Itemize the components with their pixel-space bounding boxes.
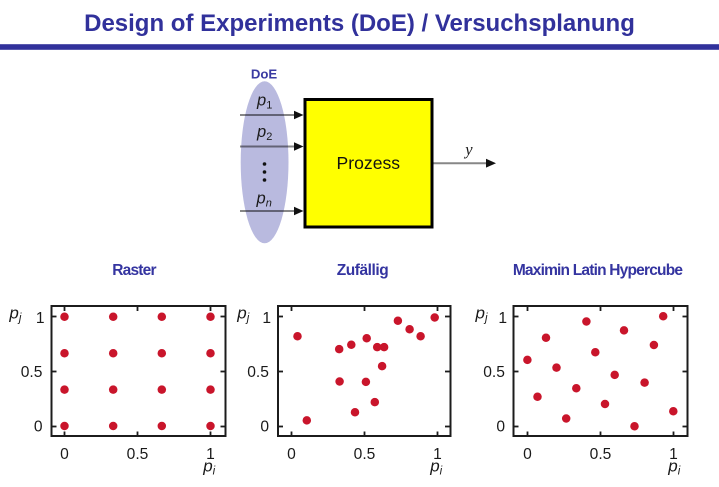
- svg-text:pi: pi: [429, 457, 442, 478]
- svg-text:y: y: [463, 140, 473, 159]
- svg-text:pi: pi: [667, 457, 680, 478]
- svg-text:0.5: 0.5: [590, 446, 612, 463]
- svg-text:0: 0: [60, 446, 69, 463]
- svg-text:1: 1: [206, 446, 215, 463]
- svg-text:0: 0: [496, 419, 505, 436]
- svg-text:1: 1: [498, 310, 507, 327]
- svg-text:0.5: 0.5: [21, 364, 43, 381]
- svg-text:pj: pj: [8, 304, 21, 325]
- svg-text:1: 1: [669, 446, 678, 463]
- svg-text:Prozess: Prozess: [337, 153, 401, 173]
- svg-text:Zufällig: Zufällig: [337, 262, 389, 279]
- svg-text:1: 1: [262, 310, 271, 327]
- svg-text:DoE: DoE: [251, 67, 278, 82]
- svg-text:0: 0: [260, 419, 269, 436]
- svg-text:Design of Experiments (DoE) /: Design of Experiments (DoE) / Versuchspl…: [84, 10, 635, 37]
- svg-text:pj: pj: [475, 304, 488, 325]
- svg-text:0.5: 0.5: [483, 364, 505, 381]
- svg-text:1: 1: [433, 446, 442, 463]
- svg-text:pi: pi: [202, 457, 215, 478]
- svg-text:0.5: 0.5: [127, 446, 149, 463]
- svg-text:0: 0: [523, 446, 532, 463]
- svg-text:pj: pj: [236, 304, 249, 325]
- svg-text:1: 1: [36, 310, 45, 327]
- svg-text:0.5: 0.5: [354, 446, 376, 463]
- svg-text:Raster: Raster: [112, 262, 156, 279]
- svg-text:0: 0: [287, 446, 296, 463]
- svg-text:Maximin Latin Hypercube: Maximin Latin Hypercube: [513, 262, 684, 279]
- svg-text:0: 0: [34, 419, 43, 436]
- svg-text:0.5: 0.5: [247, 364, 269, 381]
